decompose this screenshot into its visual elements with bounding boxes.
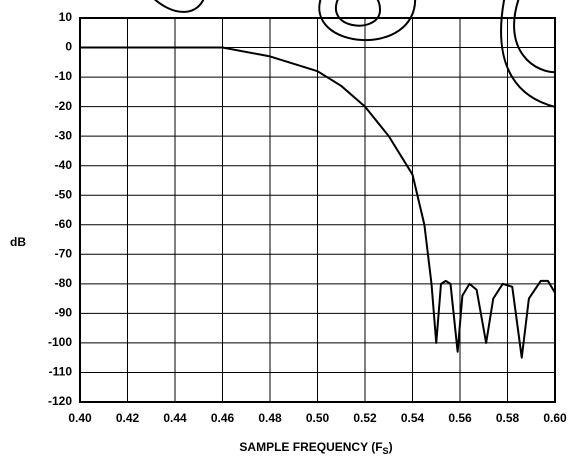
x-tick-label: 0.60 (543, 411, 567, 425)
x-axis-label-subscript: S (383, 446, 389, 456)
x-tick-label: 0.46 (211, 411, 235, 425)
y-tick-label: -120 (48, 394, 72, 408)
x-axis-label: SAMPLE FREQUENCY (FS) (239, 440, 392, 456)
y-tick-label: 0 (65, 40, 72, 54)
x-tick-label: 0.40 (68, 411, 92, 425)
y-tick-label: -10 (55, 69, 73, 83)
x-axis-label-text: SAMPLE FREQUENCY (F (239, 440, 382, 454)
y-tick-label: -100 (48, 335, 72, 349)
y-tick-label: -70 (55, 246, 73, 260)
y-tick-label: -20 (55, 99, 73, 113)
x-tick-label: 0.42 (116, 411, 140, 425)
x-tick-label: 0.58 (496, 411, 520, 425)
y-tick-label: -80 (55, 276, 73, 290)
y-tick-label: -90 (55, 306, 73, 320)
x-tick-label: 0.56 (448, 411, 472, 425)
y-tick-label: -40 (55, 158, 73, 172)
y-tick-label: -110 (49, 365, 73, 379)
y-tick-label: -50 (55, 187, 73, 201)
response-line (80, 46, 556, 359)
y-tick-label: 10 (59, 10, 73, 24)
decorative-arcs (154, 0, 555, 108)
x-tick-label: 0.50 (306, 411, 330, 425)
x-tick-label: 0.54 (401, 411, 425, 425)
x-tick-label: 0.48 (258, 411, 282, 425)
x-tick-label: 0.44 (163, 411, 187, 425)
x-tick-label: 0.52 (353, 411, 377, 425)
y-tick-label: -60 (55, 217, 73, 231)
y-axis-label: dB (10, 235, 26, 249)
y-tick-label: -30 (55, 128, 73, 142)
x-axis-label-suffix: ) (389, 440, 393, 454)
plot-frame (79, 17, 556, 403)
